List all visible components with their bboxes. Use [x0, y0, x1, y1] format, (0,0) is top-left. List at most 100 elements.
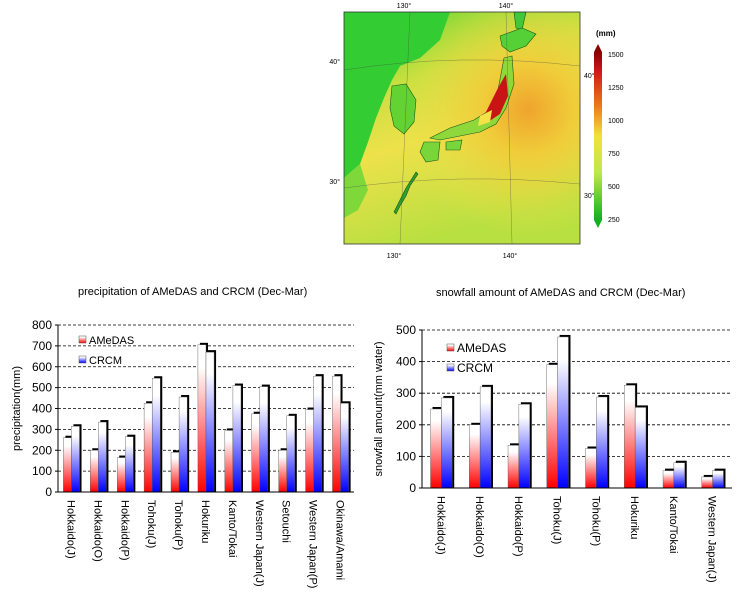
bar-amedas-8: [278, 450, 287, 493]
bar-crcm-9: [313, 375, 322, 493]
bar-amedas-2: [507, 445, 520, 489]
lon-label-bottom-140: 140°: [503, 252, 518, 260]
category-label: Hokkaido(J): [64, 500, 76, 559]
precipitation-bar-chart: 0 100 200 300 400 500 600 700 800 precipitation(m…: [11, 318, 354, 588]
category-label: Setouchi: [280, 500, 292, 543]
bar-crcm-5: [205, 351, 215, 493]
bar-amedas-7: [251, 413, 261, 493]
colorbar-tick-1250: 1250: [608, 85, 624, 92]
colorbar-tick-1500: 1500: [608, 52, 624, 59]
bar-amedas-10: [332, 375, 341, 493]
bar-amedas-1: [469, 424, 481, 489]
colorbar-tick-500: 500: [608, 184, 620, 191]
category-label: Western Japan(P): [307, 500, 319, 588]
bar-amedas-2: [116, 457, 126, 493]
bar-amedas-4: [585, 448, 597, 489]
legend-swatch-amedas: [78, 335, 87, 344]
category-label: Tohoku(J): [551, 496, 563, 544]
y-tick-label: 200: [396, 418, 416, 432]
legend-swatch-crcm: [78, 355, 87, 364]
y-tick-label: 500: [32, 381, 52, 395]
category-label: Okinawa/Amami: [334, 500, 346, 580]
category-label: Hokuriku: [199, 500, 211, 543]
bar-crcm-4: [596, 396, 608, 489]
category-label: Western Japan(J): [706, 496, 718, 583]
bar-amedas-0: [430, 408, 442, 489]
precipitation-chart-title: precipitation of AMeDAS and CRCM (Dec-Ma…: [78, 286, 308, 298]
bar-crcm-1: [479, 386, 492, 489]
bar-crcm-3: [557, 336, 569, 489]
y-tick-label: 700: [32, 339, 52, 353]
bar-amedas-3: [546, 364, 558, 489]
bar-crcm-0: [71, 426, 80, 493]
lat-label-left-30: 30°: [329, 178, 340, 186]
category-label: Tohoku(P): [589, 496, 601, 546]
category-label: Hokkaido(P): [118, 500, 130, 561]
category-label: Tohoku(J): [145, 500, 157, 548]
bar-amedas-3: [143, 403, 153, 493]
bar-amedas-9: [305, 409, 314, 493]
legend-swatch-amedas: [446, 343, 455, 352]
legend-label-amedas: AMeDAS: [457, 341, 506, 355]
bar-crcm-6: [673, 462, 685, 489]
category-label: Hokuriku: [628, 496, 640, 539]
y-tick-label: 400: [396, 355, 416, 369]
bar-amedas-4: [170, 452, 180, 493]
colorbar-tick-750: 750: [608, 151, 620, 158]
y-axis-label: snowfall amount(mm water): [373, 341, 385, 476]
bar-amedas-1: [90, 450, 99, 493]
y-tick-label: 100: [32, 464, 52, 478]
category-label: Hokkaido(O): [473, 496, 485, 558]
y-tick-label: 800: [32, 318, 52, 332]
bar-crcm-6: [232, 385, 242, 493]
lon-label-bottom-130: 130°: [387, 252, 402, 260]
y-tick-label: 100: [396, 449, 416, 463]
lon-label-top-140: 140°: [499, 2, 514, 10]
colorbar-tick-1000: 1000: [608, 118, 624, 125]
y-tick-label: 0: [409, 481, 416, 495]
legend-swatch-crcm: [446, 363, 455, 372]
bar-amedas-7: [701, 476, 713, 489]
y-tick-label: 300: [32, 422, 52, 436]
bar-crcm-3: [151, 378, 161, 493]
precipitation-map: 130° 140° 130° 140° 40° 30° 40° 30° (mm)…: [329, 2, 624, 260]
lat-label-right-40: 40°: [584, 72, 595, 80]
bar-crcm-10: [340, 403, 349, 493]
bar-amedas-6: [224, 430, 234, 493]
snowfall-chart-title: snowfall amount of AMeDAS and CRCM (Dec-…: [436, 287, 686, 299]
y-tick-label: 500: [396, 323, 416, 337]
bar-crcm-2: [518, 404, 530, 489]
lat-label-right-30: 30°: [584, 192, 595, 200]
bar-crcm-7: [259, 386, 269, 493]
bar-crcm-5: [634, 407, 647, 489]
category-label: Hokkaido(P): [512, 496, 524, 557]
bar-crcm-7: [712, 470, 724, 489]
legend-label-amedas: AMeDAS: [89, 335, 134, 347]
bar-crcm-0: [441, 397, 453, 489]
colorbar-tick-250: 250: [608, 217, 620, 224]
bar-crcm-4: [178, 396, 188, 493]
category-label: Western Japan(J): [253, 500, 265, 587]
bar-crcm-8: [286, 415, 295, 493]
colorbar: (mm) 1500 1250 1000 750 500 250: [594, 29, 624, 228]
category-label: Hokkaido(O): [91, 500, 103, 562]
colorbar-unit: (mm): [596, 29, 616, 38]
bar-amedas-0: [63, 437, 72, 493]
lat-label-left-40: 40°: [329, 58, 340, 66]
bar-crcm-2: [125, 436, 134, 493]
bar-amedas-5: [624, 385, 636, 489]
bar-amedas-5: [197, 344, 207, 493]
y-tick-label: 400: [32, 402, 52, 416]
legend-label-crcm: CRCM: [89, 355, 122, 367]
y-tick-label: 300: [396, 386, 416, 400]
bar-amedas-6: [662, 470, 675, 489]
y-tick-label: 0: [45, 485, 52, 499]
category-label: Tohoku(P): [172, 500, 184, 550]
y-tick-label: 600: [32, 360, 52, 374]
snowfall-bar-chart: 0 100 200 300 400 500 snowfall amount(mm water…: [373, 323, 732, 583]
lon-label-top-130: 130°: [397, 2, 412, 10]
y-tick-label: 200: [32, 443, 52, 457]
legend-label-crcm: CRCM: [457, 361, 493, 375]
category-label: Hokkaido(J): [434, 496, 446, 555]
bar-crcm-1: [98, 421, 107, 493]
